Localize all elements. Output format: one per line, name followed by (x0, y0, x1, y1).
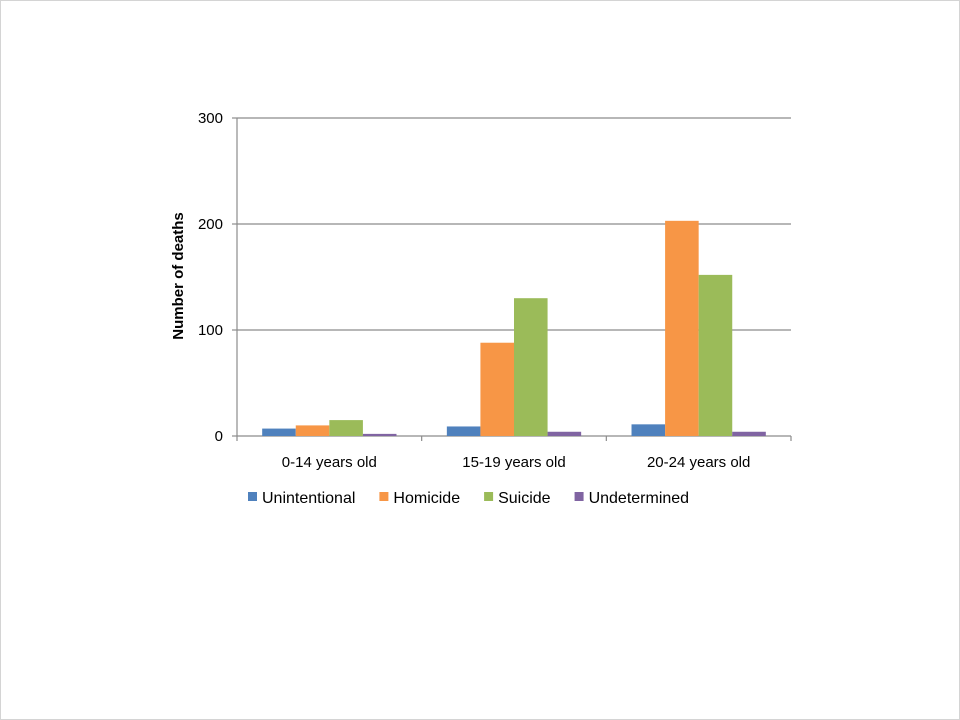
bar-unintentional (631, 424, 666, 436)
y-axis-tick-labels: 0 100 200 300 (198, 110, 223, 445)
bar-undetermined (732, 431, 766, 436)
bar-suicide (329, 420, 363, 436)
legend-label-suicide: Suicide (498, 490, 551, 507)
legend-label-undetermined: Undetermined (589, 490, 690, 507)
x-axis-tick-labels: 0-14 years old 15-19 years old 20-24 years… (282, 454, 751, 471)
legend-swatch-suicide (484, 492, 494, 501)
legend-label-homicide: Homicide (393, 490, 460, 507)
legend-label-unintentional: Unintentional (262, 490, 355, 507)
bar-undetermined (547, 431, 582, 436)
legend-swatch-unintentional (248, 492, 257, 501)
y-tick-label: 100 (198, 322, 223, 339)
bar-unintentional (262, 428, 296, 436)
bar-homicide (665, 220, 699, 436)
legend-swatch-undetermined (574, 492, 584, 501)
bar-unintentional (446, 426, 481, 436)
bar-homicide (295, 425, 330, 436)
y-tick-label: 200 (198, 216, 223, 233)
legend: Unintentional Homicide Suicide Undetermined (248, 490, 689, 507)
x-tick-label: 0-14 years old (282, 454, 377, 471)
bar-suicide (698, 274, 733, 436)
bar-homicide (480, 342, 514, 436)
y-tick-label: 0 (215, 428, 223, 445)
bar-suicide (514, 298, 548, 436)
bar-undetermined (362, 433, 397, 436)
y-tick-label: 300 (198, 110, 223, 127)
legend-swatch-homicide (379, 492, 389, 501)
y-axis-title: Number of deaths (170, 212, 187, 340)
x-tick-label: 20-24 years old (647, 454, 750, 471)
bars (262, 220, 766, 436)
x-tick-label: 15-19 years old (462, 454, 565, 471)
